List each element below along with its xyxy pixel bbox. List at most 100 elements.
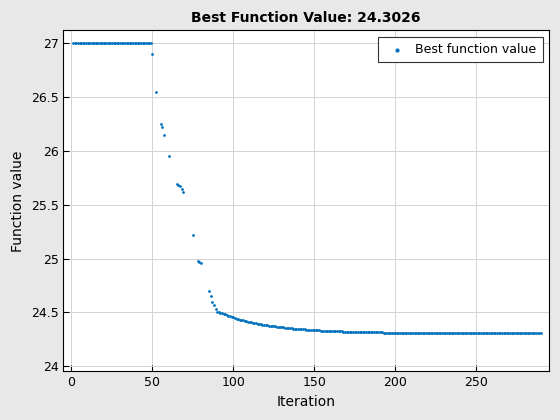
Best function value	[179, 189, 188, 195]
Best function value	[388, 329, 396, 336]
Best function value	[72, 40, 81, 47]
Best function value	[465, 330, 474, 336]
Best function value	[420, 330, 429, 336]
Best function value	[232, 315, 241, 322]
Best function value	[221, 311, 230, 318]
Best function value	[77, 40, 86, 47]
Best function value	[360, 329, 369, 336]
Best function value	[413, 330, 422, 336]
Best function value	[378, 329, 387, 336]
Best function value	[159, 131, 168, 138]
Best function value	[384, 329, 393, 336]
Best function value	[117, 40, 126, 47]
Best function value	[175, 183, 184, 190]
Best function value	[135, 40, 144, 47]
Best function value	[316, 327, 325, 334]
Best function value	[353, 328, 362, 335]
Best function value	[235, 316, 244, 323]
Best function value	[363, 329, 372, 336]
Best function value	[292, 326, 301, 332]
Best function value	[496, 330, 505, 336]
Best function value	[431, 330, 440, 336]
Best function value	[481, 330, 490, 336]
Best function value	[441, 330, 450, 336]
Best function value	[524, 330, 533, 337]
Best function value	[193, 257, 202, 264]
Best function value	[418, 330, 427, 336]
Best function value	[127, 40, 136, 47]
Best function value	[517, 330, 526, 336]
Best function value	[274, 323, 283, 330]
Best function value	[151, 88, 160, 95]
Best function value	[204, 287, 213, 294]
Best function value	[264, 322, 273, 329]
Best function value	[473, 330, 482, 336]
Best function value	[382, 329, 391, 336]
Best function value	[311, 327, 320, 333]
Best function value	[323, 328, 332, 334]
Best function value	[447, 330, 456, 336]
Title: Best Function Value: 24.3026: Best Function Value: 24.3026	[192, 11, 421, 25]
Best function value	[347, 328, 356, 335]
Best function value	[514, 330, 522, 336]
Best function value	[376, 329, 385, 336]
Best function value	[362, 329, 371, 336]
Best function value	[90, 40, 99, 47]
Best function value	[130, 40, 139, 47]
Best function value	[253, 320, 262, 327]
Best function value	[244, 318, 253, 325]
Best function value	[102, 40, 111, 47]
Best function value	[95, 40, 104, 47]
Best function value	[375, 329, 384, 336]
Best function value	[515, 330, 524, 336]
Best function value	[256, 321, 265, 328]
Best function value	[242, 318, 251, 325]
Best function value	[269, 323, 278, 330]
Best function value	[284, 325, 293, 331]
Best function value	[306, 327, 315, 333]
Best function value	[365, 329, 374, 336]
Best function value	[287, 325, 296, 332]
Best function value	[246, 319, 255, 326]
Best function value	[404, 329, 413, 336]
Best function value	[366, 329, 375, 336]
Best function value	[286, 325, 295, 331]
Best function value	[337, 328, 346, 335]
Best function value	[219, 310, 228, 317]
Best function value	[397, 329, 406, 336]
Best function value	[348, 328, 357, 335]
Best function value	[350, 328, 359, 335]
Best function value	[93, 40, 102, 47]
Best function value	[321, 328, 330, 334]
Best function value	[82, 40, 91, 47]
Best function value	[480, 330, 489, 336]
Best function value	[497, 330, 506, 336]
Best function value	[318, 327, 327, 334]
Best function value	[70, 40, 79, 47]
Best function value	[214, 309, 223, 316]
Best function value	[507, 330, 516, 336]
Best function value	[255, 320, 264, 327]
Best function value	[462, 330, 471, 336]
Best function value	[486, 330, 495, 336]
Best function value	[80, 40, 89, 47]
Best function value	[279, 324, 288, 331]
Best function value	[426, 330, 435, 336]
Best function value	[526, 330, 535, 337]
Best function value	[251, 320, 260, 327]
Best function value	[315, 327, 324, 334]
Best function value	[313, 327, 322, 333]
Best function value	[368, 329, 377, 336]
Best function value	[137, 40, 146, 47]
Best function value	[484, 330, 493, 336]
Best function value	[319, 327, 328, 334]
Best function value	[101, 40, 110, 47]
Best function value	[405, 329, 414, 336]
Best function value	[122, 40, 131, 47]
Best function value	[78, 40, 87, 47]
Best function value	[108, 40, 116, 47]
Best function value	[268, 323, 277, 329]
Best function value	[222, 312, 231, 318]
Best function value	[99, 40, 108, 47]
Best function value	[211, 306, 220, 312]
